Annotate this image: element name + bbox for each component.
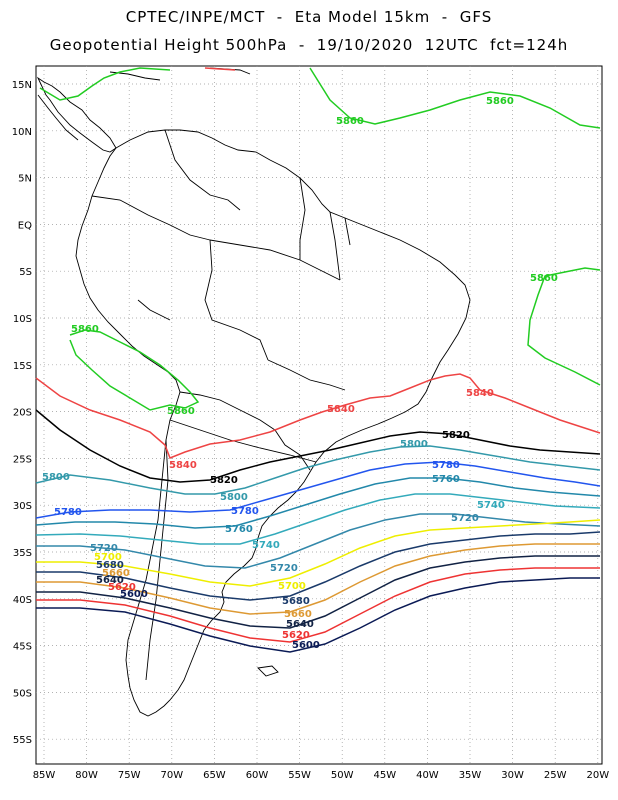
lat-tick-label: 35S (13, 548, 32, 559)
contour-label: 5860 (71, 324, 99, 335)
chart-subtitle: Geopotential Height 500hPa - 19/10/2020 … (49, 36, 569, 54)
contour-label: 5780 (432, 460, 460, 471)
contour-5840-top (204, 67, 236, 71)
contour-5700 (36, 519, 601, 587)
contour-5600 (36, 577, 600, 653)
contour-5740 (35, 493, 601, 545)
lat-tick-label: 50S (13, 688, 32, 699)
contour-label: 5640 (286, 619, 314, 630)
contour-5820 (35, 409, 601, 483)
contour-label: 5720 (270, 563, 298, 574)
lat-tick-label: 5N (18, 174, 32, 185)
lat-tick-label: 30S (13, 501, 32, 512)
lon-tick-label: 45W (373, 770, 396, 781)
contour-5620 (36, 567, 600, 643)
contour-5840 (35, 373, 601, 459)
contour-label: 5600 (292, 640, 320, 651)
map-frame (35, 65, 603, 765)
contour-label: 5740 (477, 500, 505, 511)
lat-tick-label: 15S (13, 361, 32, 372)
contour-label: 5680 (96, 560, 124, 571)
contour-label: 5860 (336, 116, 364, 127)
graticule (36, 66, 602, 764)
contour-5860-peru (69, 329, 200, 411)
lat-tick-label: 10S (13, 314, 32, 325)
contour-label: 5700 (278, 581, 306, 592)
contour-5800 (35, 445, 601, 495)
contour-label: 5800 (220, 492, 248, 503)
contour-label: 5640 (96, 575, 124, 586)
coastlines (36, 67, 471, 717)
lon-tick-label: 50W (331, 770, 354, 781)
lat-tick-label: 55S (13, 735, 32, 746)
contour-5760 (35, 477, 601, 529)
contour-label: 5860 (530, 273, 558, 284)
contour-label: 5600 (120, 589, 148, 600)
contour-label: 5660 (284, 609, 312, 620)
contour-5860-top (309, 67, 601, 129)
axis-ticks: 15N 10N 5N EQ 5S 10S 15S 20S 25S 30S 35S 40S 45S 50S 5… (12, 80, 609, 781)
contour-label: 5740 (252, 540, 280, 551)
chart-title: CPTEC/INPE/MCT - Eta Model 15km - GFS (125, 8, 493, 26)
contour-lines (35, 67, 601, 653)
contour-5720 (36, 513, 601, 569)
lat-tick-label: 45S (13, 642, 32, 653)
contour-label: 5620 (282, 630, 310, 641)
lon-tick-label: 85W (33, 770, 56, 781)
lon-tick-label: 55W (288, 770, 311, 781)
contour-labels: 5860 5860 5860 5860 5860 5840 5840 5840 … (42, 96, 558, 651)
lat-tick-label: 20S (13, 408, 32, 419)
contour-5680 (36, 531, 601, 601)
lon-tick-label: 65W (203, 770, 226, 781)
lon-tick-label: 40W (416, 770, 439, 781)
contour-label: 5680 (282, 596, 310, 607)
contour-label: 5820 (210, 475, 238, 486)
contour-5780 (35, 461, 601, 519)
lat-tick-label: 15N (12, 80, 32, 91)
lat-tick-label: 25S (13, 454, 32, 465)
lon-tick-label: 20W (586, 770, 609, 781)
contour-label: 5700 (94, 552, 122, 563)
contour-5640 (36, 555, 600, 629)
lat-tick-label: 5S (19, 267, 32, 278)
contour-label: 5780 (54, 507, 82, 518)
contour-label: 5720 (90, 543, 118, 554)
lon-tick-label: 80W (75, 770, 98, 781)
contour-label: 5720 (451, 513, 479, 524)
contour-label: 5840 (327, 404, 355, 415)
contour-label: 5840 (466, 388, 494, 399)
contour-label: 5860 (486, 96, 514, 107)
lat-tick-label: EQ (18, 220, 32, 231)
lon-tick-label: 30W (501, 770, 524, 781)
contour-label: 5840 (169, 460, 197, 471)
contour-label: 5860 (167, 406, 195, 417)
lon-tick-label: 25W (544, 770, 567, 781)
lat-tick-label: 10N (12, 127, 32, 138)
lon-tick-label: 75W (118, 770, 141, 781)
lon-tick-label: 60W (246, 770, 269, 781)
contour-label: 5800 (42, 472, 70, 483)
contour-label: 5800 (400, 439, 428, 450)
lon-tick-label: 35W (459, 770, 482, 781)
contour-label: 5760 (432, 474, 460, 485)
contour-label: 5620 (108, 582, 136, 593)
lon-tick-label: 70W (160, 770, 183, 781)
lat-tick-label: 40S (13, 595, 32, 606)
contour-label: 5660 (102, 568, 130, 579)
contour-5860-east (527, 267, 601, 386)
contour-label: 5780 (231, 506, 259, 517)
contour-label: 5820 (442, 430, 470, 441)
contour-5860-north (39, 67, 171, 101)
contour-5660 (36, 543, 600, 615)
contour-label: 5760 (225, 524, 253, 535)
